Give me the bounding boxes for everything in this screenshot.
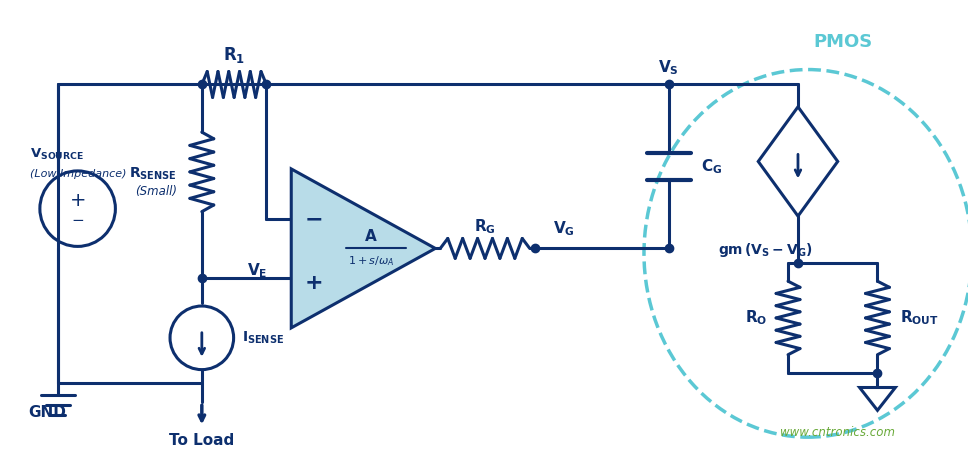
Text: $\mathbf{R_{SENSE}}$: $\mathbf{R_{SENSE}}$ (129, 166, 177, 182)
Text: $1 + s/\omega_A$: $1 + s/\omega_A$ (348, 255, 394, 268)
Text: $\mathbf{V_{SOURCE}}$: $\mathbf{V_{SOURCE}}$ (30, 146, 84, 162)
Text: $-$: $-$ (71, 211, 84, 226)
Polygon shape (291, 169, 435, 328)
Text: GND: GND (28, 405, 66, 420)
Text: $\mathbf{R_{OUT}}$: $\mathbf{R_{OUT}}$ (900, 308, 939, 327)
Text: $+$: $+$ (70, 191, 85, 210)
Text: $\mathbf{C_G}$: $\mathbf{C_G}$ (701, 157, 721, 176)
Text: $\mathbf{V_S}$: $\mathbf{V_S}$ (658, 58, 680, 77)
Text: $\mathbf{-}$: $\mathbf{-}$ (304, 209, 322, 229)
Text: $\mathbf{V_E}$: $\mathbf{V_E}$ (247, 261, 267, 280)
Text: $\mathbf{I_{SENSE}}$: $\mathbf{I_{SENSE}}$ (242, 330, 284, 346)
Polygon shape (758, 107, 838, 216)
Text: $\mathbf{V_G}$: $\mathbf{V_G}$ (552, 219, 575, 238)
Text: To Load: To Load (169, 433, 234, 448)
Text: $\mathbf{gm\,(V_S - V_G)}$: $\mathbf{gm\,(V_S - V_G)}$ (719, 242, 813, 260)
Text: (Low Impedance): (Low Impedance) (30, 169, 126, 179)
Text: $\mathbf{R_O}$: $\mathbf{R_O}$ (745, 308, 767, 327)
Text: www.cntronics.com: www.cntronics.com (781, 426, 895, 439)
Text: (Small): (Small) (135, 185, 177, 198)
Text: $\mathbf{A}$: $\mathbf{A}$ (364, 229, 378, 244)
Text: $\mathbf{R_G}$: $\mathbf{R_G}$ (474, 217, 496, 236)
Text: $\mathbf{R_1}$: $\mathbf{R_1}$ (222, 44, 245, 65)
Text: $\mathbf{+}$: $\mathbf{+}$ (304, 273, 322, 293)
Polygon shape (859, 387, 895, 410)
Text: PMOS: PMOS (813, 33, 872, 51)
